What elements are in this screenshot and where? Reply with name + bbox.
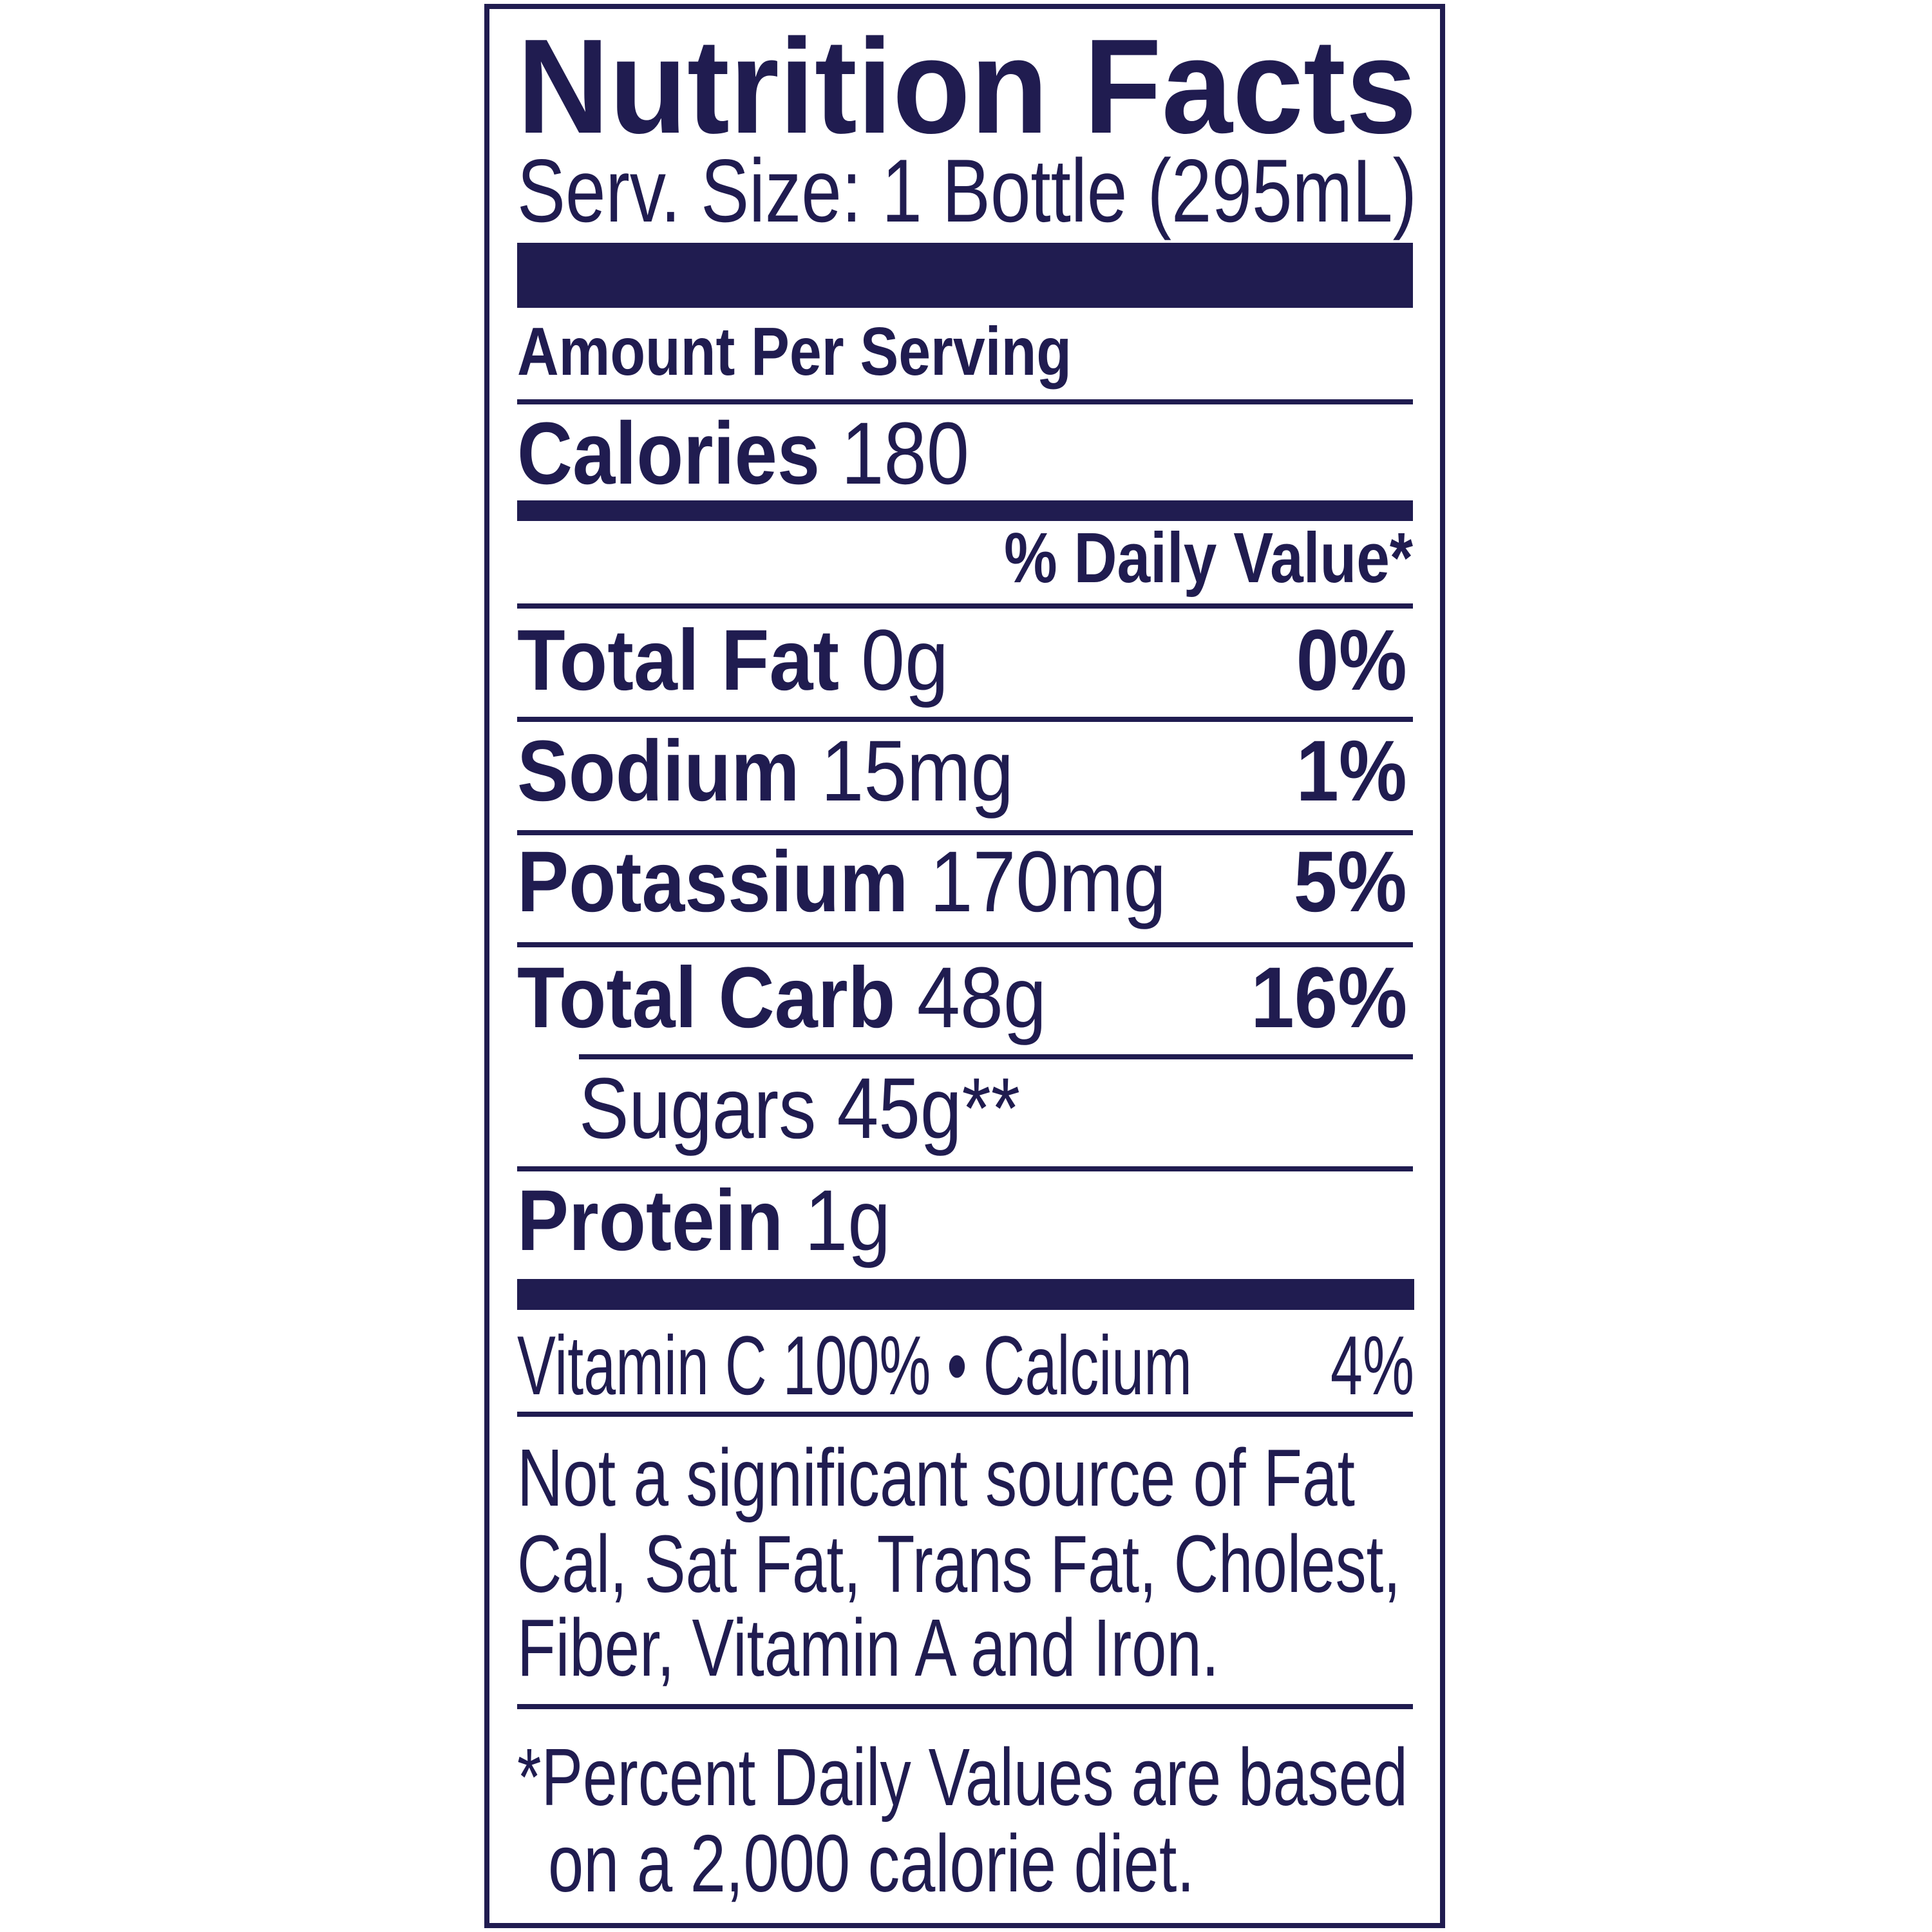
nutrient-label: Protein [517, 1173, 784, 1269]
not-significant-line: Cal, Sat Fat, Trans Fat, Cholest, [517, 1519, 1401, 1609]
nutrient-amount: 48g [916, 950, 1046, 1046]
nutrient-label: Sodium [517, 723, 800, 819]
nutrient-dv-total-fat: 0% [1296, 612, 1407, 708]
divider [517, 942, 1413, 947]
not-significant-line: Not a significant source of Fat [517, 1432, 1355, 1523]
nutrient-label: Potassium [517, 834, 909, 930]
divider [517, 717, 1413, 722]
thick-divider [517, 1279, 1414, 1310]
calories-value: 180 [841, 404, 969, 503]
divider [517, 603, 1413, 609]
nutrient-amount: 1g [804, 1173, 891, 1269]
nutrient-row-total-fat: Total Fat 0g [517, 618, 949, 704]
nutrient-row-protein: Protein 1g [517, 1178, 891, 1264]
nutrient-row-potassium: Potassium 170mg [517, 839, 1166, 925]
medium-divider [517, 500, 1413, 521]
amount-per-serving: Amount Per Serving [517, 314, 1072, 390]
nutrient-row-sodium: Sodium 15mg [517, 728, 1014, 815]
vitamins-text: Vitamin C 100% • Calcium [517, 1318, 1192, 1412]
divider [517, 830, 1413, 835]
calories-label: Calories [517, 404, 820, 503]
footnote-line: *Percent Daily Values are based [517, 1732, 1408, 1823]
footnote-line: on a 2,000 calorie diet. [548, 1818, 1195, 1909]
nutrient-dv-potassium: 5% [1294, 834, 1407, 930]
nutrition-label-border [484, 4, 1445, 1928]
nutrient-label: Total Carb [517, 950, 896, 1046]
nutrient-amount: 0g [861, 612, 949, 708]
divider-indented [579, 1054, 1413, 1059]
daily-value-header: % Daily Value* [1004, 518, 1413, 598]
nutrient-dv-sodium: 1% [1296, 723, 1407, 819]
divider [517, 399, 1413, 404]
not-significant-line: Fiber, Vitamin A and Iron. [517, 1602, 1219, 1693]
thick-divider [517, 243, 1413, 308]
nutrient-amount: 45g** [837, 1061, 1020, 1157]
nutrient-label: Sugars [579, 1061, 817, 1157]
nutrient-dv-total-carb: 16% [1251, 950, 1407, 1046]
label-title: Nutrition Facts [517, 12, 1417, 162]
nutrient-row-sugars: Sugars 45g** [579, 1066, 1020, 1152]
divider [517, 1412, 1413, 1417]
nutrient-amount: 170mg [929, 834, 1166, 930]
calories-row: Calories 180 [517, 410, 969, 498]
calcium-dv: 4% [1331, 1318, 1414, 1412]
serving-size: Serv. Size: 1 Bottle (295mL) [517, 141, 1417, 241]
divider [517, 1704, 1413, 1709]
nutrient-amount: 15mg [820, 723, 1014, 819]
nutrient-row-total-carb: Total Carb 48g [517, 955, 1046, 1041]
divider [517, 1166, 1413, 1171]
nutrient-label: Total Fat [517, 612, 840, 708]
